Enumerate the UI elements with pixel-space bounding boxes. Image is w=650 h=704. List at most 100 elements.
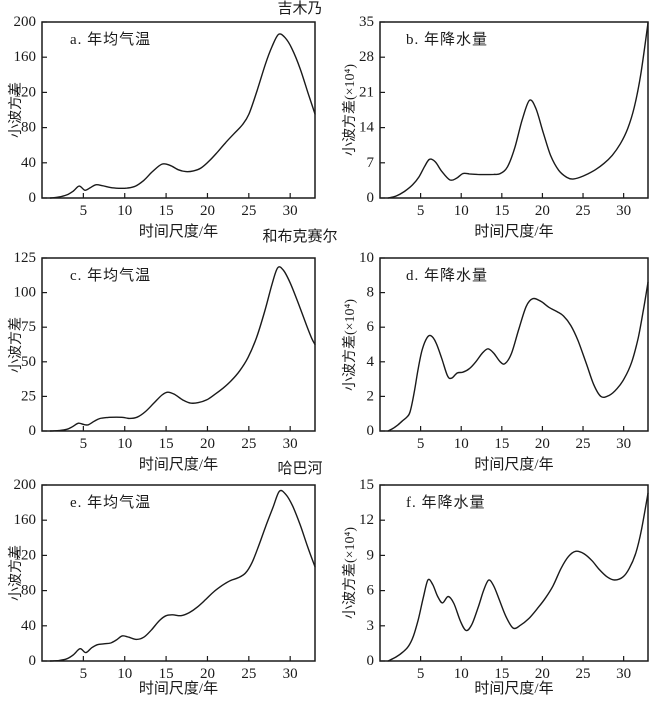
svg-text:0: 0 [29, 653, 37, 669]
panel-f-curve [387, 492, 649, 662]
panel-label-b: b. 年降水量 [406, 32, 489, 48]
panel-b-curve [387, 22, 649, 199]
station-title-hoboksar: 和布克赛尔 [262, 229, 338, 245]
panel-d-axes-box [379, 257, 649, 432]
panel-c-ytick-labels: 0 25 50 75 100 125 [14, 250, 37, 439]
panel-c-ticks [42, 257, 291, 432]
panel-b-ticks [380, 21, 625, 199]
panel-label-e: e. 年均气温 [70, 495, 152, 511]
svg-text:5: 5 [80, 436, 88, 452]
svg-text:5: 5 [417, 436, 425, 452]
svg-text:30: 30 [283, 436, 298, 452]
svg-text:0: 0 [367, 190, 375, 206]
y-axis-label-b: 小波方差(×10⁴) [343, 63, 358, 157]
svg-text:0: 0 [367, 653, 375, 669]
svg-text:5: 5 [417, 203, 425, 219]
svg-text:40: 40 [21, 155, 36, 171]
svg-text:15: 15 [494, 203, 509, 219]
svg-text:160: 160 [14, 49, 37, 65]
panel-e: 5 10 15 20 25 30 0 40 80 120 160 200 [14, 477, 316, 682]
panel-a-ytick-labels: 0 40 80 120 160 200 [14, 14, 37, 206]
panel-f-xtick-labels: 5 10 15 20 25 30 [417, 666, 631, 682]
svg-text:30: 30 [616, 203, 631, 219]
svg-text:4: 4 [367, 354, 375, 370]
panel-d-ytick-labels: 0 2 4 6 8 10 [359, 250, 375, 439]
svg-text:6: 6 [367, 319, 375, 335]
svg-text:3: 3 [367, 618, 375, 634]
panel-d: 5 10 15 20 25 30 0 2 4 6 8 10 [359, 250, 649, 452]
panel-b-xtick-labels: 5 10 15 20 25 30 [417, 203, 631, 219]
panel-f: 5 10 15 20 25 30 0 3 6 9 12 15 [359, 477, 649, 682]
svg-text:20: 20 [535, 203, 550, 219]
x-axis-label-b: 时间尺度/年 [474, 224, 554, 240]
svg-text:25: 25 [576, 436, 591, 452]
panel-c-xtick-labels: 5 10 15 20 25 30 [80, 436, 298, 452]
svg-text:10: 10 [454, 436, 469, 452]
panel-e-ytick-labels: 0 40 80 120 160 200 [14, 477, 37, 669]
svg-text:25: 25 [576, 203, 591, 219]
panel-a-ticks [42, 21, 291, 199]
svg-text:8: 8 [367, 285, 375, 301]
y-axis-label-f: 小波方差(×10⁴) [343, 526, 358, 620]
svg-text:10: 10 [117, 666, 132, 682]
svg-text:0: 0 [29, 423, 37, 439]
svg-text:5: 5 [80, 666, 88, 682]
svg-text:10: 10 [454, 203, 469, 219]
svg-text:15: 15 [359, 477, 374, 493]
svg-text:15: 15 [159, 203, 174, 219]
y-axis-label-e: 小波方差 [9, 545, 24, 601]
panel-e-xtick-labels: 5 10 15 20 25 30 [80, 666, 298, 682]
panel-f-ticks [380, 484, 625, 662]
svg-text:20: 20 [200, 436, 215, 452]
svg-text:200: 200 [14, 14, 37, 30]
svg-text:25: 25 [576, 666, 591, 682]
svg-text:10: 10 [117, 436, 132, 452]
x-axis-label-d: 时间尺度/年 [474, 457, 554, 473]
svg-text:50: 50 [21, 354, 36, 370]
x-axis-label-f: 时间尺度/年 [474, 681, 554, 697]
svg-text:21: 21 [359, 84, 374, 100]
svg-text:28: 28 [359, 49, 374, 65]
svg-text:25: 25 [241, 203, 256, 219]
panel-b-ytick-labels: 0 7 14 21 28 35 [359, 14, 375, 206]
panel-c-curve [49, 266, 316, 432]
x-axis-label-c: 时间尺度/年 [138, 457, 219, 473]
panel-label-d: d. 年降水量 [406, 268, 489, 284]
svg-text:9: 9 [367, 547, 375, 563]
svg-text:10: 10 [454, 666, 469, 682]
svg-text:80: 80 [21, 120, 36, 136]
svg-text:5: 5 [80, 203, 88, 219]
panel-f-axes-box [379, 484, 649, 662]
panel-a: 5 10 15 20 25 30 0 40 80 120 160 200 [14, 14, 316, 219]
svg-text:5: 5 [417, 666, 425, 682]
panel-label-a: a. 年均气温 [70, 32, 152, 48]
svg-text:6: 6 [367, 583, 375, 599]
panel-e-axes-box [41, 484, 316, 662]
panel-c-axes-box [41, 257, 316, 432]
panel-d-xtick-labels: 5 10 15 20 25 30 [417, 436, 631, 452]
svg-text:120: 120 [14, 547, 37, 563]
svg-text:20: 20 [200, 666, 215, 682]
svg-text:12: 12 [359, 512, 374, 528]
panel-a-axes-box [41, 21, 316, 199]
svg-text:30: 30 [616, 666, 631, 682]
panel-b-axes-box [379, 21, 649, 199]
panel-e-curve [49, 489, 316, 662]
panel-f-ytick-labels: 0 3 6 9 12 15 [359, 477, 375, 669]
svg-text:30: 30 [283, 203, 298, 219]
svg-text:0: 0 [367, 423, 375, 439]
svg-text:35: 35 [359, 14, 374, 30]
y-axis-label-a: 小波方差 [9, 82, 24, 138]
svg-text:15: 15 [159, 436, 174, 452]
svg-text:200: 200 [14, 477, 37, 493]
svg-text:100: 100 [14, 285, 37, 301]
panel-label-c: c. 年均气温 [70, 268, 152, 284]
station-title-jimunai: 吉木乃 [277, 1, 323, 17]
svg-text:15: 15 [159, 666, 174, 682]
svg-text:160: 160 [14, 512, 37, 528]
svg-text:80: 80 [21, 583, 36, 599]
svg-text:40: 40 [21, 618, 36, 634]
y-axis-label-d: 小波方差(×10⁴) [343, 298, 358, 392]
